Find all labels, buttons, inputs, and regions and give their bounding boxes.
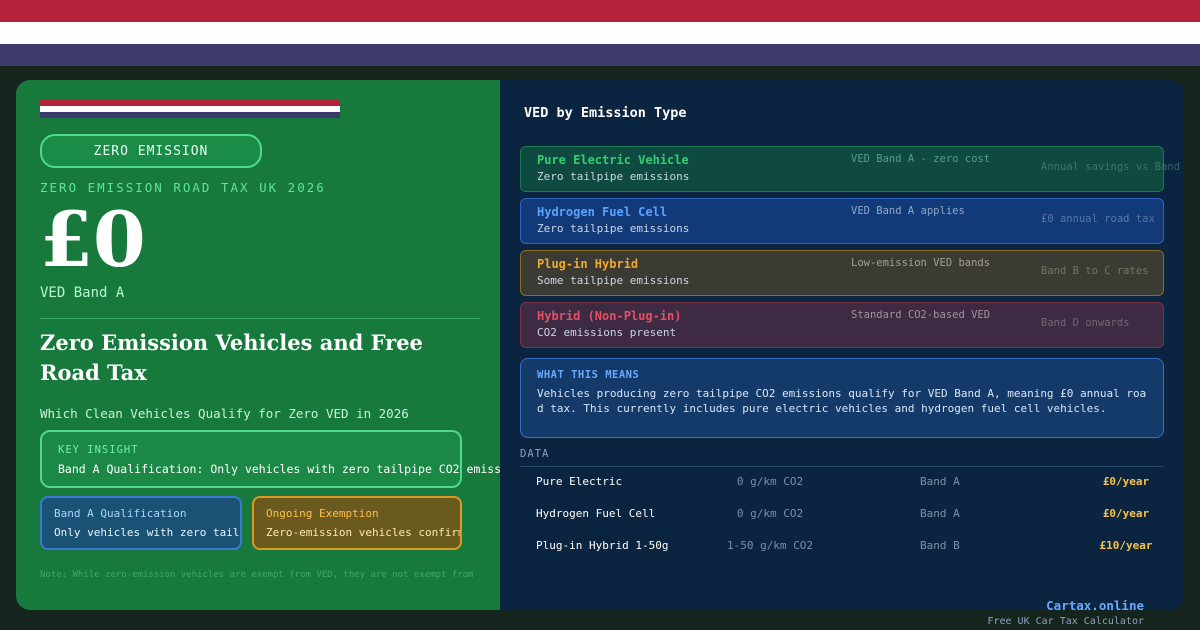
row-name: Plug-in Hybrid xyxy=(537,257,639,271)
cell-price: £10/year xyxy=(1099,539,1153,552)
row-name: Pure Electric Vehicle xyxy=(537,153,689,167)
data-divider xyxy=(520,466,1164,467)
emission-row-plugin-hybrid: Plug-in Hybrid Some tailpipe emissions L… xyxy=(520,250,1164,296)
means-title: WHAT THIS MEANS xyxy=(537,369,640,381)
cell-band: Band A xyxy=(920,475,960,488)
subheadline: Which Clean Vehicles Qualify for Zero VE… xyxy=(40,406,409,421)
exemption-card: Ongoing Exemption Zero-emission vehicles… xyxy=(252,496,462,550)
footnote: Note: While zero-emission vehicles are e… xyxy=(40,570,474,580)
divider xyxy=(40,318,480,319)
price-display: £0 xyxy=(40,195,146,284)
key-insight-body: Band A Qualification: Only vehicles with… xyxy=(58,462,500,476)
row-ved: Standard CO2-based VED xyxy=(851,309,991,321)
row-ved: VED Band A applies xyxy=(851,205,965,217)
brand-link[interactable]: Cartax.online xyxy=(1046,598,1144,613)
what-this-means-box: WHAT THIS MEANS Vehicles producing zero … xyxy=(520,358,1164,438)
flag-stripe-red xyxy=(0,0,1200,22)
key-insight-box: KEY INSIGHT Band A Qualification: Only v… xyxy=(40,430,500,488)
brand-tagline: Free UK Car Tax Calculator xyxy=(987,616,1144,627)
cell-band: Band B xyxy=(920,539,960,552)
cell-price: £0/year xyxy=(1102,475,1150,488)
row-extra: Band D onwards xyxy=(1041,317,1130,329)
cell-band: Band A xyxy=(920,507,960,520)
row-ved: Low-emission VED bands xyxy=(851,257,991,269)
main-card: ZERO EMISSION ZERO EMISSION ROAD TAX UK … xyxy=(16,80,1184,610)
table-row: Plug-in Hybrid 1-50g 1-50 g/km CO2 Band … xyxy=(520,539,1164,561)
band-a-card: Band A Qualification Only vehicles with … xyxy=(40,496,242,550)
table-row: Pure Electric 0 g/km CO2 Band A £0/year xyxy=(520,475,1164,497)
emission-row-electric: Pure Electric Vehicle Zero tailpipe emis… xyxy=(520,146,1180,192)
band-a-card-body: Only vehicles with zero tailpipe CO2 xyxy=(54,526,240,539)
table-row: Hydrogen Fuel Cell 0 g/km CO2 Band A £0/… xyxy=(520,507,1164,529)
flag-stripe-white xyxy=(0,22,1200,44)
ved-panel: VED by Emission Type Pure Electric Vehic… xyxy=(500,80,1184,610)
emission-row-hydrogen: Hydrogen Fuel Cell Zero tailpipe emissio… xyxy=(520,198,1164,244)
row-extra: Annual savings vs Band xyxy=(1041,161,1181,173)
cell-type: Pure Electric xyxy=(536,475,623,488)
means-body: Vehicles producing zero tailpipe CO2 emi… xyxy=(537,387,1147,415)
row-name: Hybrid (Non-Plug-in) xyxy=(537,309,682,323)
data-label: DATA xyxy=(520,448,550,460)
headline: Zero Emission Vehicles and Free Road Tax xyxy=(40,330,423,385)
cell-co2: 0 g/km CO2 xyxy=(736,507,804,520)
cell-co2: 1-50 g/km CO2 xyxy=(726,539,814,552)
hero-panel: ZERO EMISSION ZERO EMISSION ROAD TAX UK … xyxy=(16,80,500,610)
cell-co2: 0 g/km CO2 xyxy=(736,475,804,488)
row-desc: CO2 emissions present xyxy=(537,326,677,339)
cell-type: Hydrogen Fuel Cell xyxy=(536,507,656,520)
row-ved: VED Band A - zero cost xyxy=(851,153,991,165)
cell-price: £0/year xyxy=(1102,507,1150,520)
row-desc: Zero tailpipe emissions xyxy=(537,170,690,183)
band-a-card-title: Band A Qualification xyxy=(54,507,187,520)
flag-stripe-blue xyxy=(0,44,1200,66)
row-desc: Zero tailpipe emissions xyxy=(537,222,690,235)
emission-row-hybrid: Hybrid (Non-Plug-in) CO2 emissions prese… xyxy=(520,302,1164,348)
row-desc: Some tailpipe emissions xyxy=(537,274,690,287)
key-insight-title: KEY INSIGHT xyxy=(58,444,139,456)
panel-title: VED by Emission Type xyxy=(524,105,687,121)
row-name: Hydrogen Fuel Cell xyxy=(537,205,668,219)
exemption-card-body: Zero-emission vehicles confirmed exempt xyxy=(266,526,460,539)
row-extra: £0 annual road tax xyxy=(1041,213,1155,225)
zero-emission-badge: ZERO EMISSION xyxy=(40,134,262,168)
cell-type: Plug-in Hybrid 1-50g xyxy=(536,539,669,552)
exemption-card-title: Ongoing Exemption xyxy=(266,507,379,520)
row-extra: Band B to C rates xyxy=(1041,265,1149,277)
band-label: VED Band A xyxy=(40,285,125,301)
eyebrow-text: ZERO EMISSION ROAD TAX UK 2026 xyxy=(40,180,326,195)
mini-flag-icon xyxy=(40,100,340,118)
